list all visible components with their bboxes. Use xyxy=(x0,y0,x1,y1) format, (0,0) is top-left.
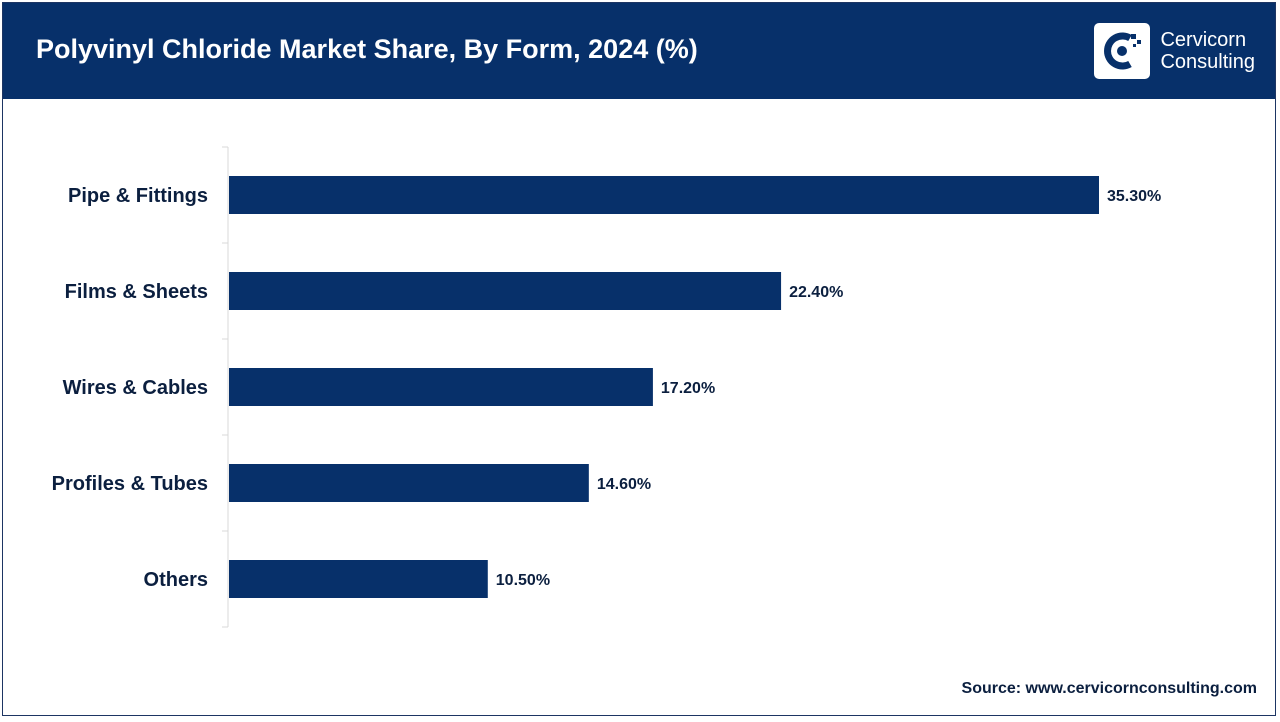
source-note: Source: www.cervicornconsulting.com xyxy=(961,680,1257,697)
data-label: 14.60% xyxy=(597,476,651,493)
category-label: Pipe & Fittings xyxy=(68,185,208,207)
brand-logo: Cervicorn Consulting xyxy=(1094,21,1255,81)
category-label: Wires & Cables xyxy=(63,377,208,399)
data-label: 35.30% xyxy=(1107,188,1161,205)
bar xyxy=(229,464,589,502)
data-label: 17.20% xyxy=(661,380,715,397)
data-label: 22.40% xyxy=(789,284,843,301)
logo-text: Cervicorn Consulting xyxy=(1160,29,1255,73)
header-bar: Polyvinyl Chloride Market Share, By Form… xyxy=(3,3,1275,99)
bar xyxy=(229,272,782,310)
bar xyxy=(229,176,1099,214)
logo-line-2: Consulting xyxy=(1160,51,1255,73)
category-label: Others xyxy=(144,569,208,591)
chart-title: Polyvinyl Chloride Market Share, By Form… xyxy=(36,34,698,64)
category-label: Profiles & Tubes xyxy=(52,473,208,495)
logo-line-1: Cervicorn xyxy=(1160,29,1247,51)
cervicorn-logo-icon xyxy=(1094,23,1151,79)
bar xyxy=(229,368,653,406)
category-label: Films & Sheets xyxy=(65,281,208,303)
bar xyxy=(229,560,488,598)
bar-chart: Pipe & Fittings 35.30% Films & Sheets 22.40… xyxy=(52,146,1161,628)
data-label: 10.50% xyxy=(496,572,550,589)
